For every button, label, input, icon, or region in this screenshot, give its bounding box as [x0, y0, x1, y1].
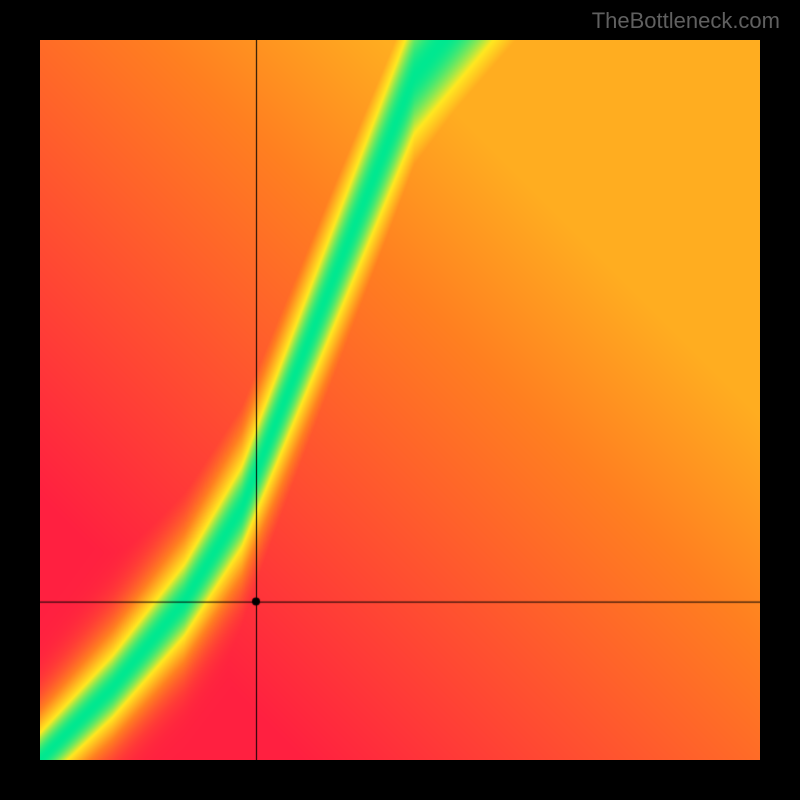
heatmap-canvas	[40, 40, 760, 760]
watermark-text: TheBottleneck.com	[592, 8, 780, 34]
heatmap-chart	[40, 40, 760, 760]
